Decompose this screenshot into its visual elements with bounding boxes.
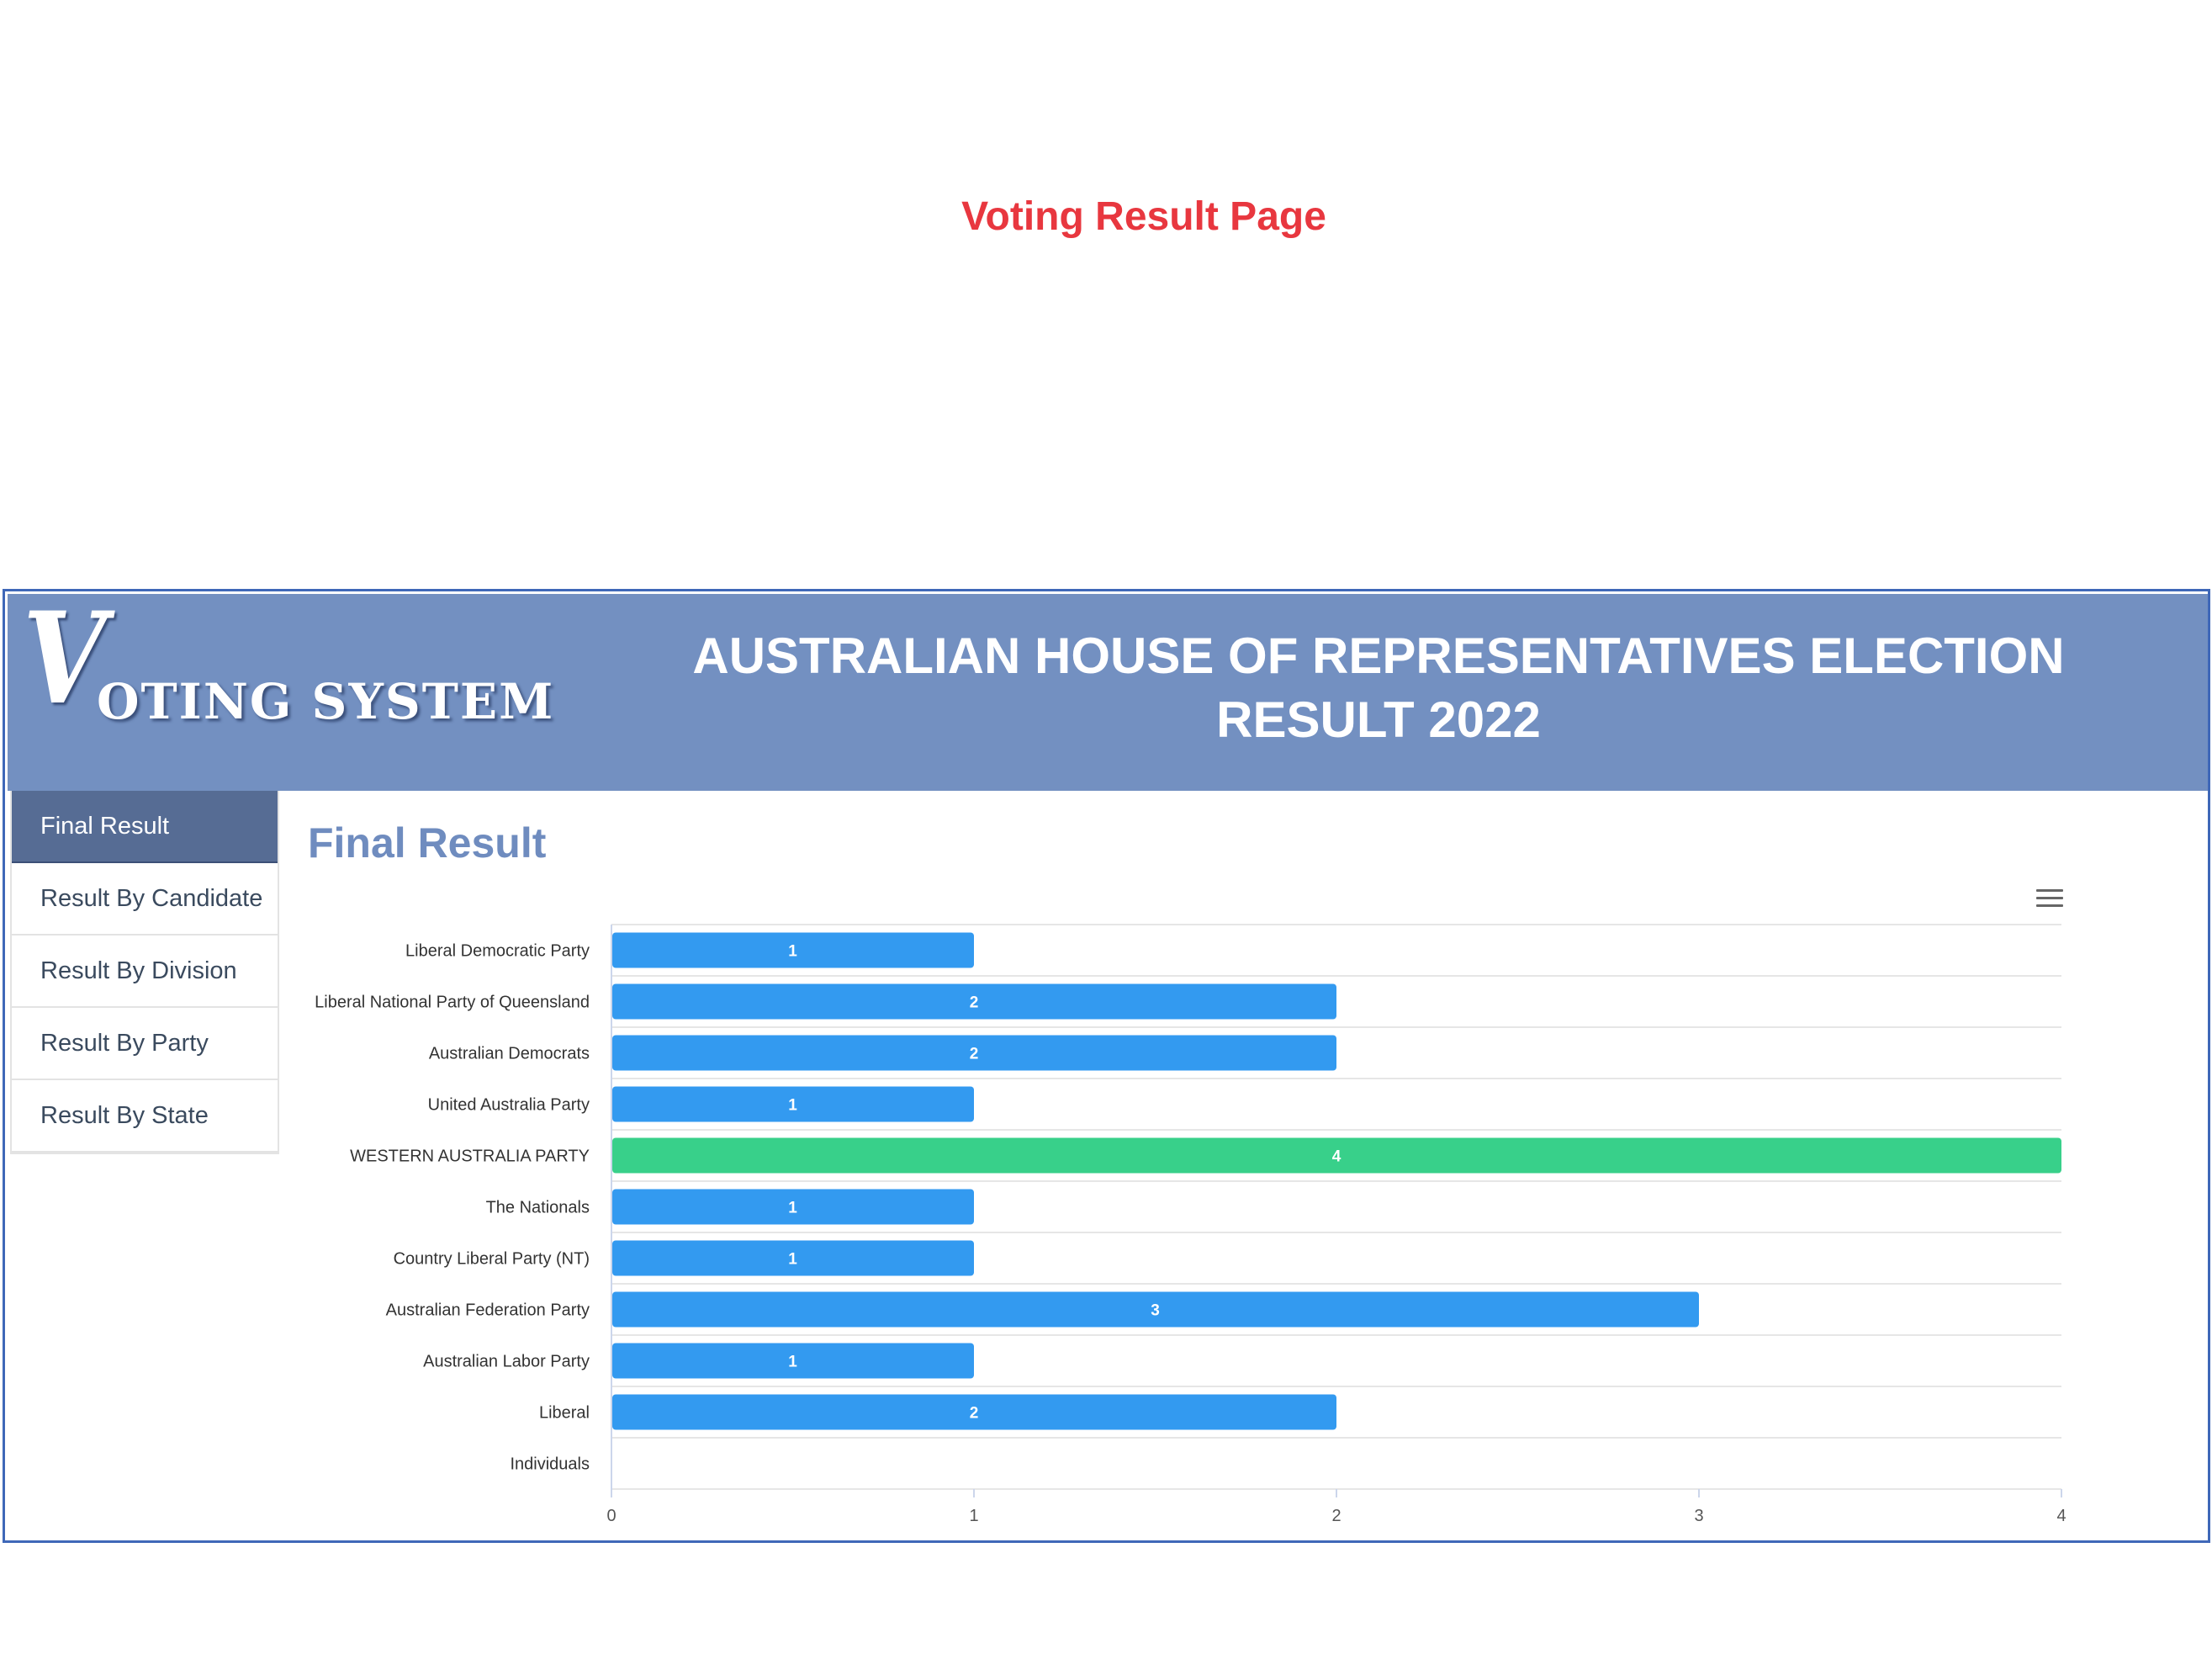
sidebar-item-result-by-party[interactable]: Result By Party [12,1008,278,1080]
bar[interactable] [612,1394,1336,1430]
category-label: Australian Labor Party [423,1353,590,1371]
data-label: 1 [788,1200,797,1217]
category-label: United Australia Party [428,1096,590,1115]
bar[interactable] [612,1137,2061,1174]
category-label: WESTERN AUSTRALIA PARTY [350,1148,590,1166]
voting-system-logo: V OTING SYSTEM [23,596,553,730]
sidebar-item-final-result[interactable]: Final Result [12,791,278,863]
sidebar-item-result-by-division[interactable]: Result By Division [12,936,278,1008]
x-tick-label: 4 [2056,1507,2066,1525]
bar[interactable] [612,1343,974,1379]
data-label: 3 [1151,1302,1160,1320]
data-label: 1 [788,1354,797,1371]
data-label: 4 [1332,1148,1341,1166]
data-label: 1 [788,1097,797,1115]
sidebar-item-result-by-state[interactable]: Result By State [12,1080,278,1153]
header-title: AUSTRALIAN HOUSE OF REPRESENTATIVES ELEC… [692,628,2065,748]
x-tick-label: 3 [1694,1507,1703,1525]
data-label: 1 [788,1251,797,1269]
x-tick-label: 2 [1331,1507,1341,1525]
category-label: Individuals [510,1455,590,1474]
data-label: 2 [970,994,979,1012]
bar[interactable] [612,1189,974,1225]
data-label: 1 [788,943,797,961]
sidebar-item-result-by-candidate[interactable]: Result By Candidate [12,863,278,936]
category-label: Liberal National Party of Queensland [315,994,590,1012]
bar[interactable] [612,1291,1699,1328]
x-tick-label: 1 [969,1507,978,1525]
main-title: Final Result [308,819,547,867]
data-label: 2 [970,1046,979,1063]
category-label: Liberal Democratic Party [405,942,590,961]
logo-text: OTING SYSTEM [97,673,555,730]
category-label: Australian Federation Party [386,1301,590,1320]
bar[interactable] [612,1240,974,1276]
data-label: 2 [970,1405,979,1423]
bar[interactable] [612,1035,1336,1071]
category-label: The Nationals [486,1199,590,1217]
logo-initial: V [23,589,106,733]
bar[interactable] [612,932,974,968]
sidebar: Final Result Result By Candidate Result … [10,791,279,1154]
x-tick-label: 0 [606,1507,616,1525]
app-frame: V OTING SYSTEM AUSTRALIAN HOUSE OF REPRE… [3,589,2210,1543]
hamburger-menu-icon[interactable] [2036,889,2063,911]
bar[interactable] [612,1086,974,1122]
app-header: V OTING SYSTEM AUSTRALIAN HOUSE OF REPRE… [8,594,2208,791]
page-heading: Voting Result Page [961,194,1326,239]
category-label: Liberal [539,1404,590,1423]
category-label: Australian Democrats [429,1045,590,1063]
category-label: Country Liberal Party (NT) [394,1250,590,1269]
bar[interactable] [612,983,1336,1020]
